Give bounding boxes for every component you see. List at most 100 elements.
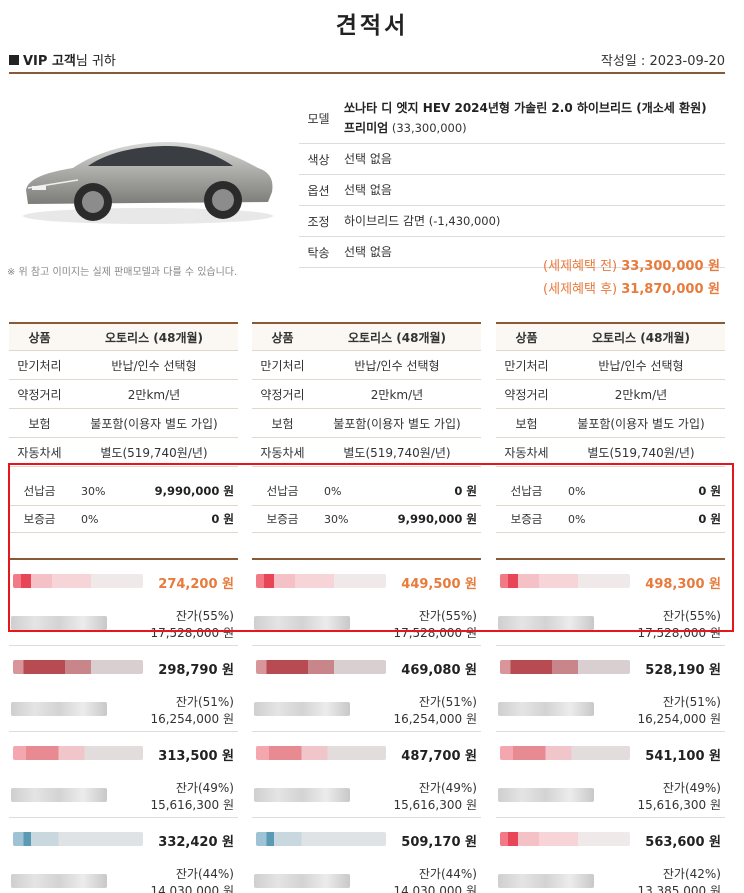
section-divider [252,558,481,560]
customer-line: VIP 고객님 귀하 [9,50,116,69]
deposit-percent: 30% [81,484,106,498]
quote-row: 만기처리 반납/인수 선택형 [9,351,238,380]
spec-label: 옵션 [307,183,330,198]
residual-amount: 15,616,300 원 [637,798,721,812]
deposit-row: 선납금 30% 9,990,000 원 [9,477,238,506]
monthly-payment: 498,300 원 [645,577,721,592]
redacted-label [11,788,107,802]
deposit-percent: 30% [324,512,349,526]
quote-row: 상품 오토리스 (48개월) [252,322,481,351]
customer-suffix: 님 귀하 [75,54,116,69]
redacted-label [498,874,594,888]
price-after-tax: (세제혜택 후) 31,870,000 원 [543,278,720,297]
quote-row: 자동차세 별도(519,740원/년) [9,438,238,467]
lease-quote-column: 상품 오토리스 (48개월) 만기처리 반납/인수 선택형 약정거리 2만km/년 보험 불포… [252,322,481,893]
spec-row: 모델 쏘나타 디 엣지 HEV 2024년형 가솔린 2.0 하이브리드 (개소세… [299,93,725,144]
price-after-amount: 31,870,000 원 [621,282,720,297]
residual-rate: 잔가(51%) [662,695,721,709]
deposit-percent: 0% [324,484,342,498]
monthly-payment: 469,080 원 [401,663,477,678]
quote-row-label: 상품 [271,330,294,345]
residual-value: 잔가(51%) 16,254,000 원 [150,694,234,728]
quote-row-label: 상품 [515,330,538,345]
residual-rate: 잔가(42%) [662,867,721,881]
spec-label: 모델 [307,111,330,126]
payment-option: 449,500 원 잔가(55%) 17,528,000 원 [252,560,481,646]
quote-row: 상품 오토리스 (48개월) [9,322,238,351]
deposit-row: 보증금 0% 0 원 [9,506,238,533]
redacted-label [500,574,630,588]
spec-value-text: 하이브리드 감면 [344,214,426,228]
redacted-label [11,874,107,888]
payment-option: 541,100 원 잔가(49%) 15,616,300 원 [496,732,725,818]
document-header: VIP 고객님 귀하 작성일 : 2023-09-20 [9,50,725,74]
redacted-label [254,874,350,888]
deposit-row: 보증금 30% 9,990,000 원 [252,506,481,533]
deposit-amount: 9,990,000 원 [397,512,477,526]
redacted-label [500,746,630,760]
quote-row-value: 오토리스 (48개월) [591,330,691,345]
issue-date: 작성일 : 2023-09-20 [600,54,725,69]
deposit-row: 선납금 0% 0 원 [496,477,725,506]
spec-value-extra: (-1,430,000) [425,214,501,228]
spec-value: 쏘나타 디 엣지 HEV 2024년형 가솔린 2.0 하이브리드 (개소세 환… [338,93,725,143]
lease-quote-column: 상품 오토리스 (48개월) 만기처리 반납/인수 선택형 약정거리 2만km/년 보험 불포… [9,322,238,893]
payment-option: 563,600 원 잔가(42%) 13,385,000 원 [496,818,725,893]
quote-row-value: 반납/인수 선택형 [354,358,440,373]
image-disclaimer: ※ 위 참고 이미지는 실제 판매모델과 다를 수 있습니다. [7,267,238,278]
price-after-label: (세제혜택 후) [543,282,622,297]
spec-value-extra: (33,300,000) [388,121,467,135]
redacted-label [256,660,386,674]
payment-option: 487,700 원 잔가(49%) 15,616,300 원 [252,732,481,818]
quote-row-label: 보험 [271,416,294,431]
deposit-label: 선납금 [23,484,56,498]
quote-row-label: 보험 [28,416,51,431]
monthly-payment: 509,170 원 [401,835,477,850]
quote-row-value: 반납/인수 선택형 [111,358,197,373]
residual-rate: 잔가(55%) [418,609,477,623]
residual-value: 잔가(49%) 15,616,300 원 [393,780,477,814]
residual-rate: 잔가(55%) [662,609,721,623]
quote-row-value: 오토리스 (48개월) [347,330,447,345]
spec-value: 선택 없음 [338,237,725,267]
residual-rate: 잔가(51%) [418,695,477,709]
residual-value: 잔가(51%) 16,254,000 원 [393,694,477,728]
spec-row: 색상 선택 없음 [299,144,725,175]
redacted-label [11,616,107,630]
deposit-amount: 0 원 [454,484,477,498]
spec-value-text: 쏘나타 디 엣지 HEV 2024년형 가솔린 2.0 하이브리드 (개소세 환… [344,101,707,135]
spec-label: 조정 [307,214,330,229]
quote-row-label: 약정거리 [260,387,305,402]
residual-value: 잔가(55%) 17,528,000 원 [393,608,477,642]
quote-row-label: 약정거리 [504,387,549,402]
quote-row-value: 별도(519,740원/년) [100,445,208,460]
deposit-label: 보증금 [266,512,299,526]
redacted-label [498,616,594,630]
residual-value: 잔가(55%) 17,528,000 원 [637,608,721,642]
residual-value: 잔가(44%) 14,030,000 원 [393,866,477,893]
quote-row-value: 반납/인수 선택형 [598,358,684,373]
residual-value: 잔가(49%) 15,616,300 원 [150,780,234,814]
quote-row-value: 별도(519,740원/년) [343,445,451,460]
deposit-label: 선납금 [266,484,299,498]
quote-row-label: 자동차세 [17,445,62,460]
quote-row-value: 오토리스 (48개월) [104,330,204,345]
residual-amount: 17,528,000 원 [150,626,234,640]
residual-value: 잔가(51%) 16,254,000 원 [637,694,721,728]
quote-row-label: 만기처리 [504,358,549,373]
deposit-percent: 0% [81,512,99,526]
residual-value: 잔가(44%) 14,030,000 원 [150,866,234,893]
residual-value: 잔가(55%) 17,528,000 원 [150,608,234,642]
quote-row: 보험 불포함(이용자 별도 가입) [496,409,725,438]
payment-option: 528,190 원 잔가(51%) 16,254,000 원 [496,646,725,732]
deposit-amount: 0 원 [698,512,721,526]
residual-rate: 잔가(44%) [418,867,477,881]
spec-table: 모델 쏘나타 디 엣지 HEV 2024년형 가솔린 2.0 하이브리드 (개소세… [299,93,725,268]
residual-amount: 17,528,000 원 [393,626,477,640]
payment-option: 313,500 원 잔가(49%) 15,616,300 원 [9,732,238,818]
spec-value: 하이브리드 감면 (-1,430,000) [338,206,725,236]
deposit-amount: 0 원 [698,484,721,498]
quote-row: 약정거리 2만km/년 [496,380,725,409]
